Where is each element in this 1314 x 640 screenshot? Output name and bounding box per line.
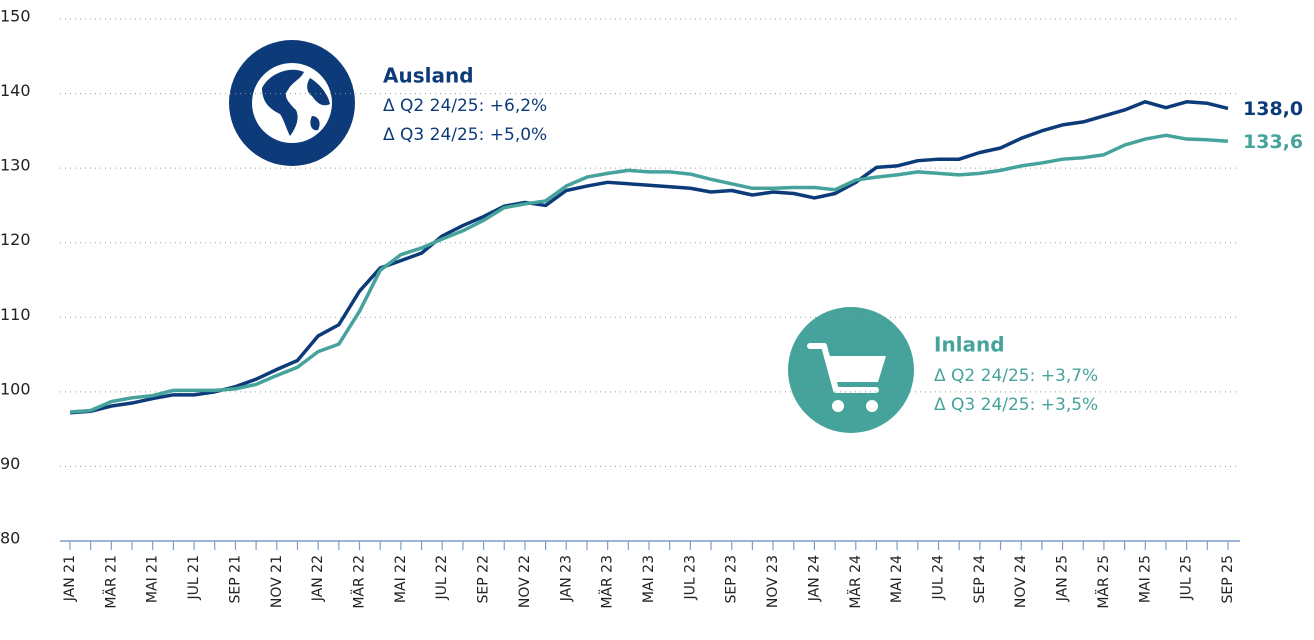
x-tick-label: JUL 25 bbox=[1179, 555, 1195, 600]
x-tick-label: MÄR 24 bbox=[846, 555, 864, 609]
cart-icon bbox=[788, 307, 914, 433]
y-tick-label: 120 bbox=[0, 230, 31, 249]
x-tick-label: JUL 22 bbox=[434, 555, 450, 600]
y-tick-label: 110 bbox=[0, 305, 31, 324]
y-tick-label: 90 bbox=[0, 454, 20, 473]
x-tick-label: MÄR 21 bbox=[101, 555, 119, 609]
y-tick-label: 80 bbox=[0, 529, 20, 548]
x-tick-label: JUL 23 bbox=[682, 555, 698, 600]
x-tick-label: MÄR 25 bbox=[1094, 555, 1112, 609]
x-tick-label: JAN 23 bbox=[558, 555, 574, 602]
annotation-line: Δ Q2 24/25: +6,2% bbox=[383, 96, 547, 116]
x-tick-label: MÄR 22 bbox=[350, 555, 368, 609]
x-tick-label: MAI 24 bbox=[889, 555, 905, 603]
annotation-line: Δ Q2 24/25: +3,7% bbox=[934, 366, 1098, 386]
end-label: 138,0 bbox=[1243, 98, 1303, 120]
annotation-line: Δ Q3 24/25: +3,5% bbox=[934, 395, 1098, 415]
x-tick-label: SEP 23 bbox=[724, 555, 740, 603]
x-tick-label: NOV 23 bbox=[765, 555, 781, 608]
end-label: 133,6 bbox=[1243, 131, 1303, 153]
y-tick-label: 100 bbox=[0, 379, 31, 398]
series-line bbox=[69, 133, 1229, 414]
globe-icon bbox=[229, 40, 355, 166]
x-tick-label: SEP 21 bbox=[227, 555, 243, 603]
annotation-title: Ausland bbox=[383, 64, 474, 88]
x-tick-label: MAI 22 bbox=[393, 555, 409, 603]
x-tick-label: NOV 21 bbox=[269, 555, 285, 608]
annotation-title: Inland bbox=[934, 333, 1005, 357]
x-tick-label: SEP 24 bbox=[972, 555, 988, 604]
x-tick-label: JAN 21 bbox=[62, 555, 78, 602]
x-tick-label: NOV 24 bbox=[1013, 555, 1029, 608]
x-tick-label: MAI 25 bbox=[1137, 555, 1153, 603]
x-tick-label: SEP 25 bbox=[1220, 555, 1236, 603]
y-tick-label: 150 bbox=[0, 7, 31, 26]
x-tick-label: MAI 23 bbox=[641, 555, 657, 603]
x-tick-label: MÄR 23 bbox=[598, 555, 616, 609]
series-line bbox=[69, 100, 1229, 415]
x-tick-label: JAN 25 bbox=[1055, 555, 1071, 602]
x-tick-label: JUL 24 bbox=[931, 555, 947, 601]
annotation-line: Δ Q3 24/25: +5,0% bbox=[383, 125, 547, 145]
x-tick-label: NOV 22 bbox=[517, 555, 533, 608]
x-tick-label: JAN 22 bbox=[310, 555, 326, 602]
x-tick-label: JUL 21 bbox=[186, 555, 202, 600]
y-tick-label: 140 bbox=[0, 81, 31, 100]
x-tick-label: SEP 22 bbox=[476, 555, 492, 603]
x-tick-label: JAN 24 bbox=[806, 555, 822, 602]
y-tick-label: 130 bbox=[0, 156, 31, 175]
x-tick-label: MAI 21 bbox=[145, 555, 161, 603]
